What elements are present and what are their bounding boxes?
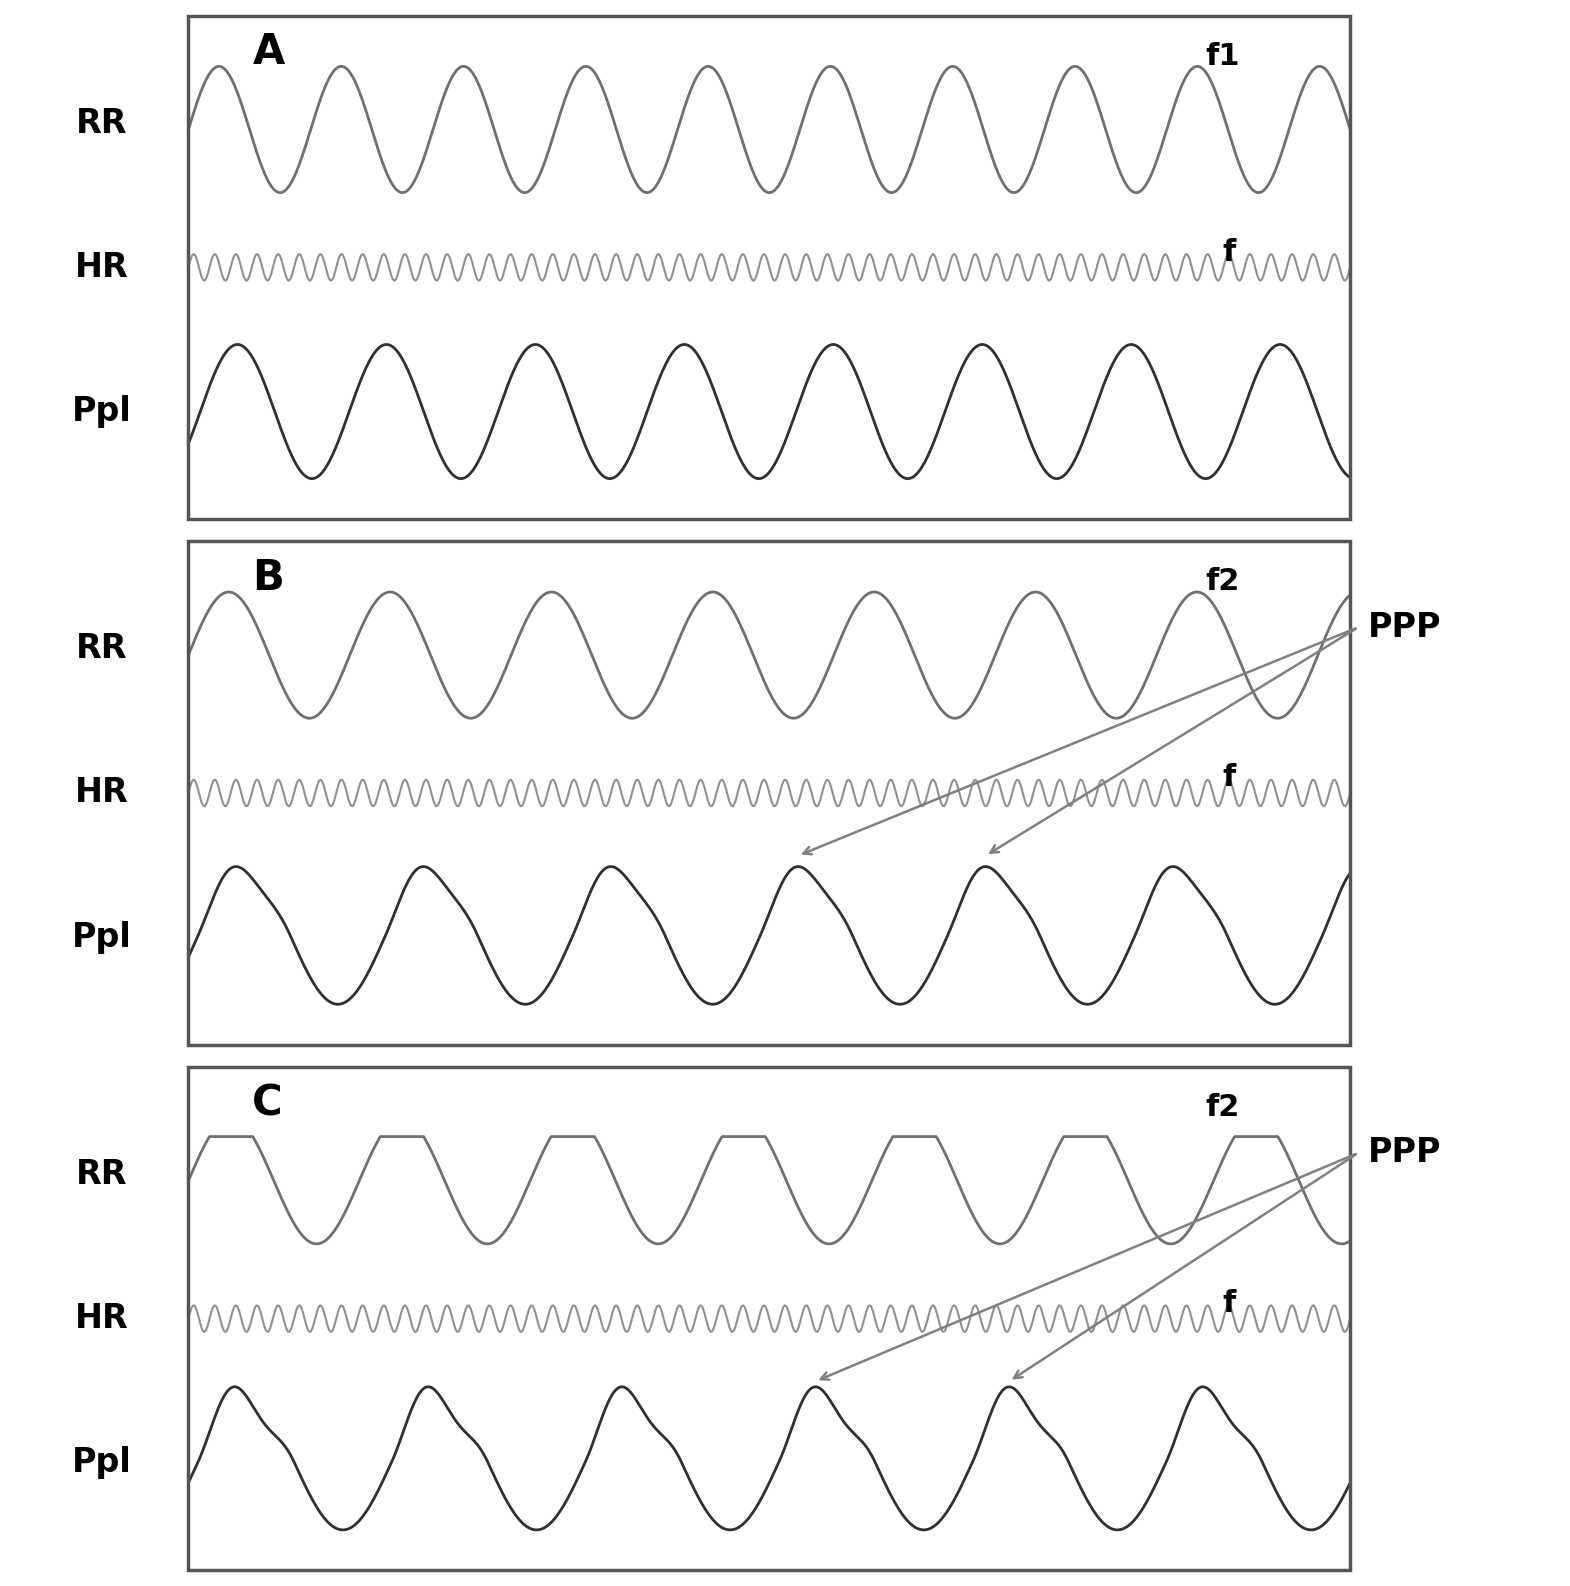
- Text: f: f: [1223, 763, 1236, 793]
- Text: PPP: PPP: [1367, 611, 1441, 644]
- Text: B: B: [253, 557, 284, 598]
- Text: RR: RR: [75, 633, 127, 665]
- Text: PPP: PPP: [1367, 1137, 1441, 1169]
- Text: HR: HR: [74, 777, 129, 809]
- Text: RR: RR: [75, 1158, 127, 1191]
- Text: f1: f1: [1204, 41, 1239, 71]
- Text: Ppl: Ppl: [71, 395, 132, 428]
- Text: f2: f2: [1204, 568, 1239, 596]
- Text: RR: RR: [75, 106, 127, 140]
- Text: f: f: [1223, 238, 1236, 266]
- Text: C: C: [253, 1082, 283, 1124]
- Text: A: A: [253, 30, 284, 73]
- Text: HR: HR: [74, 1302, 129, 1335]
- Text: Ppl: Ppl: [71, 921, 132, 953]
- Text: f2: f2: [1204, 1093, 1239, 1121]
- Text: f: f: [1223, 1289, 1236, 1318]
- Text: HR: HR: [74, 251, 129, 284]
- Text: Ppl: Ppl: [71, 1446, 132, 1480]
